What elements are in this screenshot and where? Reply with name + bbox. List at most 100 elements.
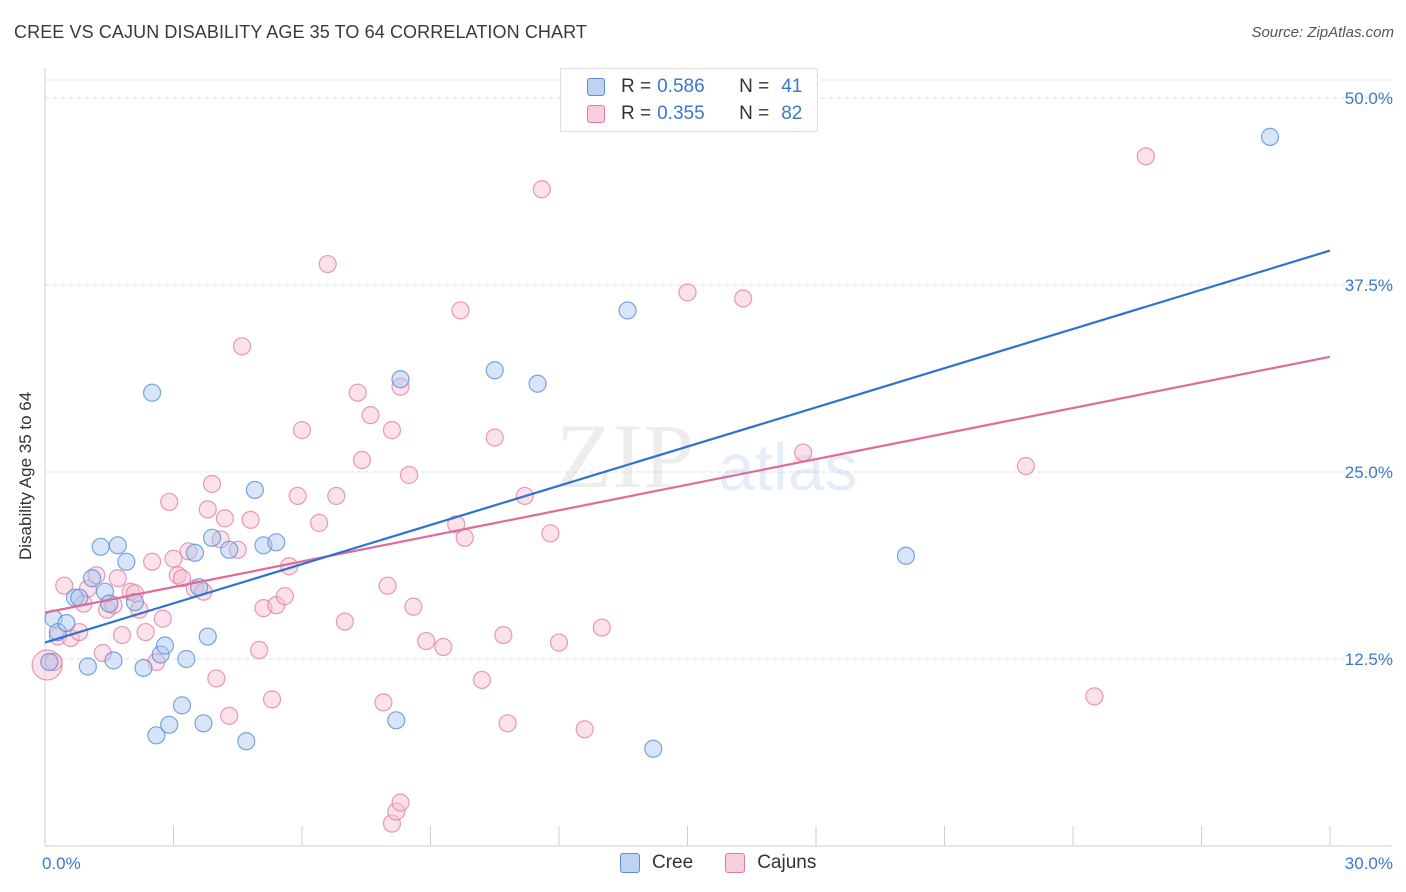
cree-point [117, 552, 136, 571]
cajun-points [31, 147, 1155, 833]
cajun-point [485, 428, 504, 447]
cajun-point [153, 609, 172, 628]
cree-point [202, 528, 222, 547]
series-legend-cree: Cree [620, 852, 693, 874]
cajun-point [794, 443, 813, 462]
series-swatch-cajuns [725, 853, 746, 873]
cree-point [194, 714, 213, 733]
cajun-point [172, 569, 192, 588]
cree-point [267, 533, 286, 552]
cree-point [391, 370, 410, 389]
cajun-point [112, 625, 132, 645]
cajun-point [262, 690, 282, 709]
cree-point [177, 649, 196, 669]
cajun-point [549, 633, 569, 652]
legend-n-label: N = [739, 76, 770, 97]
series-legend: Cree Cajuns [620, 852, 848, 874]
trend-lines [44, 249, 1331, 644]
series-swatch-cree [620, 853, 640, 873]
legend-r-value: 0.586 [657, 76, 705, 97]
cajun-point [434, 637, 453, 657]
cajun-point [417, 631, 436, 651]
cajun-point [179, 542, 198, 561]
cajun-point [44, 652, 63, 672]
cree-point [185, 543, 205, 562]
legend-row-cree: R = 0.586 N = 41 [587, 75, 802, 99]
cajun-point [215, 509, 234, 528]
cree-point [896, 546, 916, 565]
cajun-point [378, 576, 397, 595]
cajun-point [160, 492, 179, 512]
cajun-point [136, 622, 155, 642]
chart-source: Source: ZipAtlas.com [1251, 24, 1394, 41]
cajun-point [399, 465, 419, 485]
cree-point [142, 383, 162, 402]
cajun-point [1016, 456, 1035, 476]
cajun-point [93, 643, 112, 663]
cajun-point [292, 421, 312, 440]
legend-r-label: R = [621, 76, 652, 97]
cajun-point [164, 549, 183, 568]
cajun-point [678, 283, 697, 302]
cree-point [91, 537, 110, 556]
legend-n-value: 41 [781, 76, 803, 97]
y-tick-label: 50.0% [1345, 89, 1393, 108]
cajun-point [494, 625, 513, 645]
legend-r-label: R = [621, 103, 652, 124]
legend-swatch-cree [587, 78, 605, 96]
cree-point [528, 374, 547, 393]
legend-n-value: 82 [781, 103, 803, 124]
watermark: ZIP atlas [556, 405, 857, 507]
cajun-point [352, 450, 372, 470]
cajun-trend-line [44, 355, 1331, 614]
cajun-point [382, 421, 402, 440]
cajun-point [387, 802, 406, 821]
cree-points [40, 127, 1280, 758]
cajun-point [207, 669, 226, 688]
legend-n-label: N = [739, 103, 770, 124]
cajun-point [575, 720, 594, 739]
cree-point [1260, 127, 1280, 146]
cree-point [108, 536, 127, 555]
cree-point [78, 657, 97, 676]
series-label-cajuns: Cajuns [757, 852, 817, 873]
legend-swatch-cajuns [587, 105, 605, 123]
cajun-point [335, 612, 354, 631]
cree-point [644, 739, 663, 758]
cree-point [160, 715, 179, 734]
cajun-point [404, 597, 423, 616]
cajun-point [220, 706, 239, 725]
legend-r-value: 0.355 [657, 103, 705, 124]
tick-labels: 12.5% 25.0% 37.5% 50.0% 0.0% 30.0% [42, 89, 1393, 873]
cajun-point [592, 618, 611, 637]
cajun-point [374, 693, 393, 712]
cree-point [57, 613, 76, 633]
cree-point [83, 569, 102, 588]
cajun-point [1136, 147, 1155, 166]
cajun-point [232, 337, 252, 356]
cajun-point [532, 180, 551, 199]
cree-point [104, 651, 123, 670]
cajun-point [202, 474, 222, 494]
cajun-point [142, 552, 162, 571]
cree-point [387, 711, 406, 730]
cajun-point [734, 289, 753, 308]
watermark-atlas: atlas [718, 430, 857, 504]
cajun-point [55, 576, 74, 595]
cree-point [618, 301, 637, 320]
axes [44, 68, 1392, 847]
cajun-point [198, 500, 217, 519]
cree-trend-line [44, 249, 1331, 644]
cree-point [147, 726, 166, 745]
cree-point [220, 540, 239, 559]
y-tick-label: 25.0% [1345, 463, 1393, 482]
x-tick-label: 30.0% [1345, 854, 1393, 873]
cajun-point [498, 714, 517, 733]
cajun-point [361, 406, 380, 425]
cajun-point [241, 510, 260, 529]
y-tick-label: 12.5% [1345, 650, 1393, 669]
cajun-point [318, 254, 337, 274]
cajun-point [391, 793, 410, 812]
cajun-point [382, 814, 402, 833]
cree-point [198, 627, 217, 646]
